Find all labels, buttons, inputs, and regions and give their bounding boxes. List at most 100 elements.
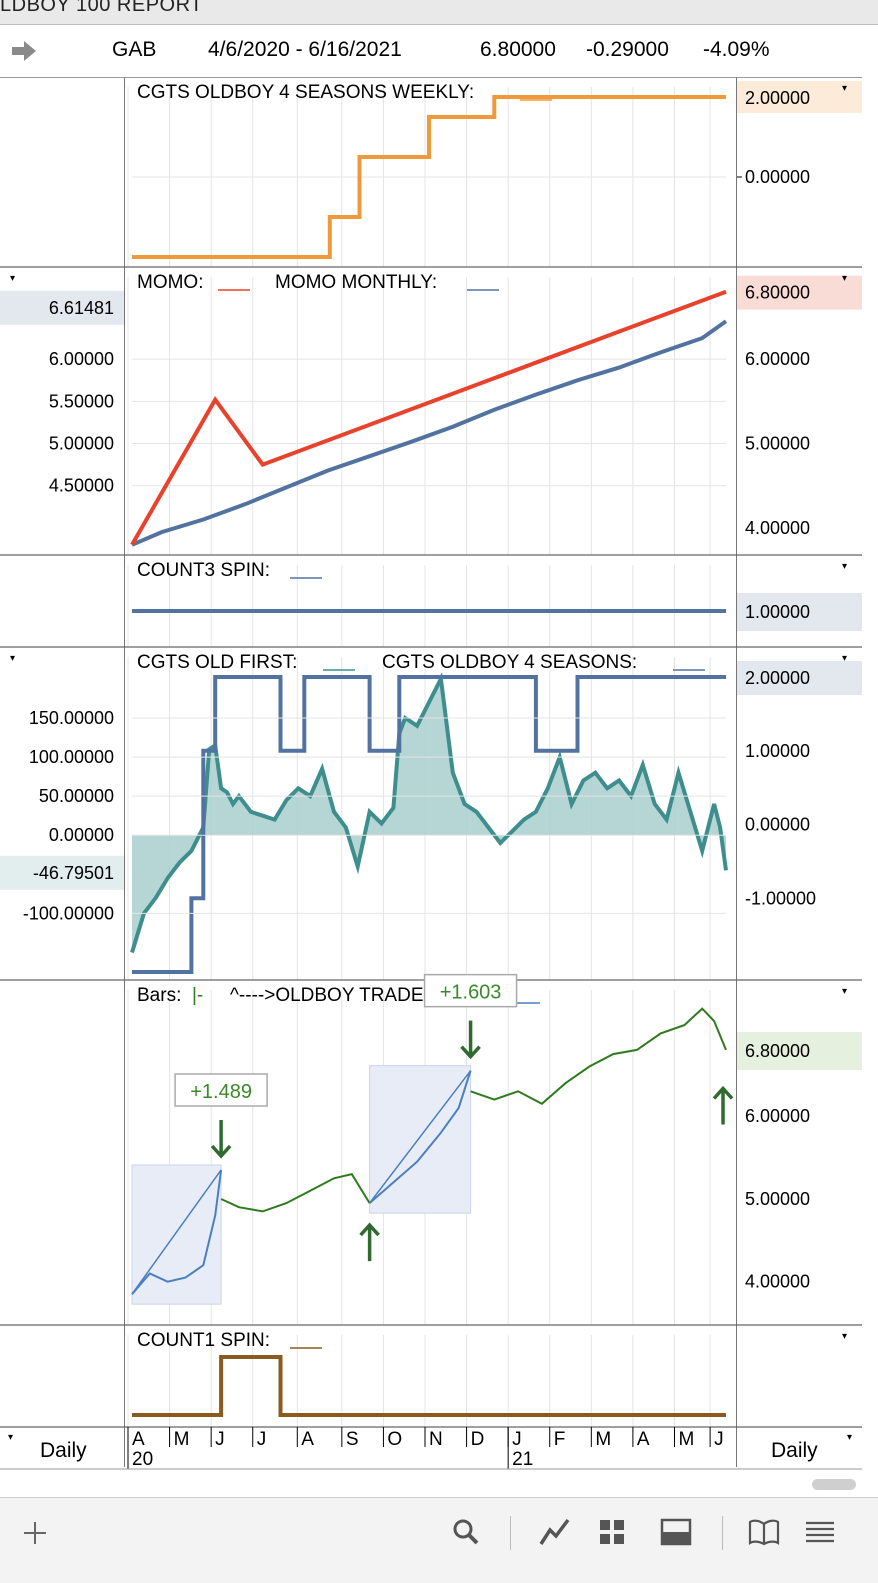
sell-arrow-icon xyxy=(210,1119,232,1159)
panel2-title: COUNT3 SPIN: xyxy=(137,560,270,581)
panel1-right-tick: 4.00000 xyxy=(745,518,810,538)
panel3-left-tick: -100.00000 xyxy=(23,903,114,923)
footer-right-period[interactable]: Daily ▾ xyxy=(771,1432,853,1462)
annotation-box-1 xyxy=(423,973,518,1008)
trade-line-1 xyxy=(369,1070,472,1204)
panel3-left-menu-arrow: ▾ xyxy=(10,653,15,664)
series-old-first xyxy=(130,672,728,954)
panel1-left-badge: 6.61481 xyxy=(49,298,114,318)
sell-arrow-icon xyxy=(460,1020,481,1060)
panel3-left-tick: 100.00000 xyxy=(29,747,114,767)
footer-right-label: Daily xyxy=(771,1439,818,1462)
footer-left-label: Daily xyxy=(40,1439,87,1462)
menu-icon[interactable] xyxy=(804,1520,836,1544)
panel2-menu-arrow: ▾ xyxy=(842,561,847,572)
month-label-14: J xyxy=(714,1429,724,1450)
series-momo-monthly xyxy=(131,319,728,547)
panel1-right-tick: 5.00000 xyxy=(745,434,810,454)
panel4-right-tick: 5.00000 xyxy=(745,1189,810,1209)
date-range: 4/6/2020 - 6/16/2021 xyxy=(208,38,402,61)
panel0-menu-arrow: ▾ xyxy=(842,83,847,94)
panel0-title: CGTS OLDBOY 4 SEASONS WEEKLY: xyxy=(137,82,474,103)
panel3-right-badge-bg xyxy=(737,661,862,695)
panel4-bars-glyph: |- xyxy=(192,985,203,1006)
panel4-right-tick: 6.00000 xyxy=(745,1106,810,1126)
forward-arrow-icon[interactable] xyxy=(10,39,38,63)
month-label-8: D xyxy=(471,1429,485,1450)
series-weekly xyxy=(132,95,726,259)
panel2-right-badge-bg xyxy=(737,593,862,631)
bottom-toolbar xyxy=(0,1497,878,1583)
panel3-right-tick: 1.00000 xyxy=(745,741,810,761)
panel4-right-tick: 4.00000 xyxy=(745,1272,810,1292)
panel3-title2: CGTS OLDBOY 4 SEASONS: xyxy=(382,652,637,673)
month-label-7: N xyxy=(429,1429,443,1450)
trade-box-0 xyxy=(131,1164,222,1305)
panel4-menu-arrow: ▾ xyxy=(842,986,847,997)
panel1-left-tick: 5.00000 xyxy=(49,434,114,454)
panel2-right-badge: 1.00000 xyxy=(745,602,810,622)
panel1-left-tick: 5.50000 xyxy=(49,391,114,411)
footer-left-period[interactable]: ▾ Daily xyxy=(8,1432,87,1462)
panel4-title: Bars: xyxy=(137,985,181,1006)
month-label-10: F xyxy=(554,1429,566,1450)
buy-arrow-icon xyxy=(712,1085,734,1125)
panel3-left-tick: 150.00000 xyxy=(29,708,114,728)
panel3-title: CGTS OLD FIRST: xyxy=(137,652,297,673)
panel0-right-badge-bg xyxy=(737,81,862,113)
charts-canvas: CGTS OLDBOY 4 SEASONS WEEKLY: 0.00000 2.00… xyxy=(0,81,862,1470)
panel1-title: MOMO: xyxy=(137,272,204,293)
month-label-9: J xyxy=(512,1429,522,1450)
plus-icon[interactable] xyxy=(22,1520,48,1546)
toolbar-divider xyxy=(510,1516,511,1550)
window-titlebar: LDBOY 100 REPORT xyxy=(0,0,878,25)
buy-arrow-icon xyxy=(359,1222,380,1262)
panel4-title2: ^---->OLDBOY TRADE 100: xyxy=(230,985,466,1006)
panel3-left-tick: 0.00000 xyxy=(49,825,114,845)
price-series-0 xyxy=(131,1169,223,1295)
panel-icon[interactable] xyxy=(660,1518,692,1546)
series-old-first-area xyxy=(132,678,726,953)
panel0-right-tick: 0.00000 xyxy=(745,167,810,187)
percent-change: -4.09% xyxy=(703,38,770,61)
last-price: 6.80000 xyxy=(480,38,556,61)
annotation-label-1: +1.603 xyxy=(440,982,502,1004)
book-icon[interactable] xyxy=(748,1518,780,1546)
panel1-left-tick: 4.50000 xyxy=(49,476,114,496)
panel1-menu-arrow: ▾ xyxy=(842,273,847,284)
month-label-2: J xyxy=(215,1429,225,1450)
left-axis-border xyxy=(124,77,125,1467)
annotation-label-0: +1.489 xyxy=(190,1081,252,1103)
year-label-0: 20 xyxy=(132,1449,153,1470)
series-momo xyxy=(130,289,727,546)
panel3-left-tick: 50.00000 xyxy=(39,786,114,806)
line-chart-icon[interactable] xyxy=(538,1516,572,1548)
panel4-right-badge-bg xyxy=(737,1031,862,1070)
panel1-title2: MOMO MONTHLY: xyxy=(275,272,437,293)
panel1-left-tick: 6.00000 xyxy=(49,349,114,369)
panel3-right-tick: -1.00000 xyxy=(745,888,816,908)
month-label-13: M xyxy=(678,1429,694,1450)
grid-icon[interactable] xyxy=(598,1518,626,1546)
panel1-left-badge-bg xyxy=(0,290,124,325)
panel3-menu-arrow: ▾ xyxy=(842,653,847,664)
panel3-right-badge: 2.00000 xyxy=(745,668,810,688)
search-icon[interactable] xyxy=(452,1518,480,1546)
panel1-right-badge-bg xyxy=(737,275,862,310)
month-label-5: S xyxy=(346,1429,359,1450)
panel5-title: COUNT1 SPIN: xyxy=(137,1330,270,1351)
series-oldboy-4-seasons xyxy=(132,675,726,974)
panel5-menu-arrow: ▾ xyxy=(842,1331,847,1342)
month-label-1: M xyxy=(174,1429,190,1450)
panel0-right-badge: 2.00000 xyxy=(745,88,810,108)
right-axis-border xyxy=(736,77,737,1467)
horizontal-scroll-thumb[interactable] xyxy=(812,1479,856,1490)
price-series-2 xyxy=(368,1070,472,1204)
month-label-12: A xyxy=(637,1429,650,1450)
symbol[interactable]: GAB xyxy=(112,38,157,61)
vertical-scrollbar[interactable] xyxy=(862,77,878,1487)
panel3-left-badge-bg xyxy=(0,855,124,890)
panel3-left-badge: -46.79501 xyxy=(33,863,114,883)
month-label-11: M xyxy=(595,1429,611,1450)
toolbar-divider-2 xyxy=(722,1516,723,1550)
